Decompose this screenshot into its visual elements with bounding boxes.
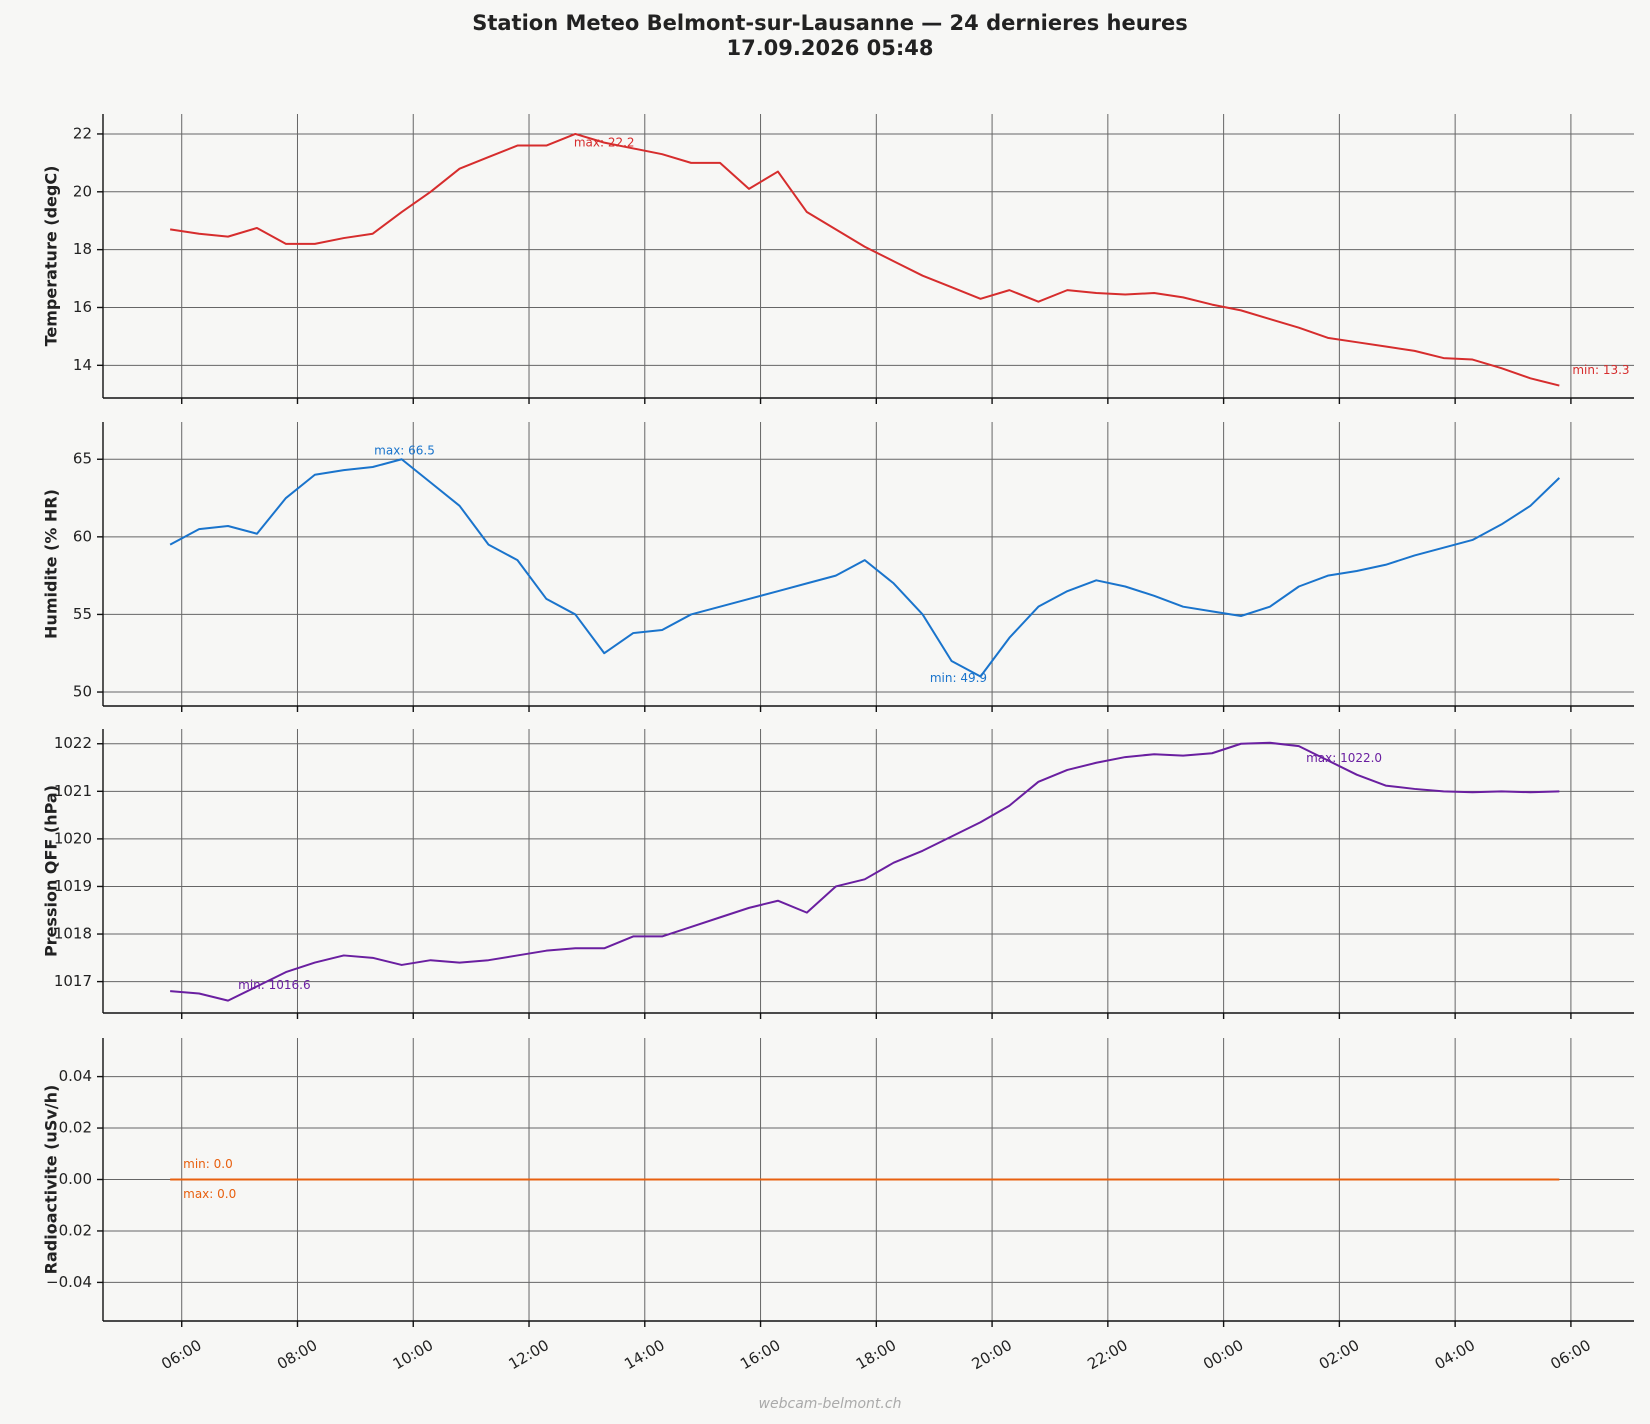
y-tick-label: 14 [73, 356, 92, 374]
annotation: max: 66.5 [374, 443, 435, 457]
y-tick-label: 1019 [54, 877, 92, 895]
y-tick-label: 55 [73, 605, 92, 623]
y-tick-label: 0.00 [59, 1170, 92, 1188]
y-tick-label: 20 [73, 182, 92, 200]
y-tick-label: 22 [73, 124, 92, 142]
annotation: max: 1022.0 [1306, 751, 1382, 765]
annotation: min: 0.0 [183, 1157, 233, 1171]
y-tick-label: 60 [73, 527, 92, 545]
y-tick-label: 1021 [54, 782, 92, 800]
y-tick-label: 0.02 [59, 1119, 92, 1137]
y-tick-label: 0.04 [59, 1067, 92, 1085]
annotation: max: 0.0 [183, 1187, 236, 1201]
y-tick-label: 50 [73, 683, 92, 701]
annotation: min: 13.3 [1572, 363, 1629, 377]
y-tick-label: −0.04 [46, 1273, 92, 1291]
annotation: max: 22.2 [574, 136, 635, 150]
title: Station Meteo Belmont-sur-Lausanne — 24 … [472, 11, 1188, 35]
y-tick-label: 1018 [54, 925, 92, 943]
annotation: min: 49.9 [930, 671, 987, 685]
annotation: min: 1016.6 [238, 978, 310, 992]
y-axis-label: Radioactivite (uSv/h) [42, 1085, 61, 1275]
y-axis-label: Temperature (degC) [42, 166, 61, 347]
y-tick-label: 16 [73, 298, 92, 316]
y-tick-label: 18 [73, 240, 92, 258]
data-line [169, 132, 1560, 387]
y-tick-label: −0.02 [46, 1221, 92, 1239]
y-tick-label: 65 [73, 450, 92, 468]
data-line [169, 458, 1561, 678]
y-tick-label: 1022 [54, 734, 92, 752]
subtitle: 17.09.2026 05:48 [726, 36, 933, 60]
data-line [170, 741, 1560, 1002]
y-tick-label: 1020 [54, 829, 92, 847]
footer: webcam-belmont.ch [759, 1396, 902, 1412]
y-axis-label: Humidite (% HR) [42, 489, 61, 639]
y-tick-label: 1017 [54, 972, 92, 990]
y-axis-label: Pression QFF (hPa) [42, 785, 61, 957]
